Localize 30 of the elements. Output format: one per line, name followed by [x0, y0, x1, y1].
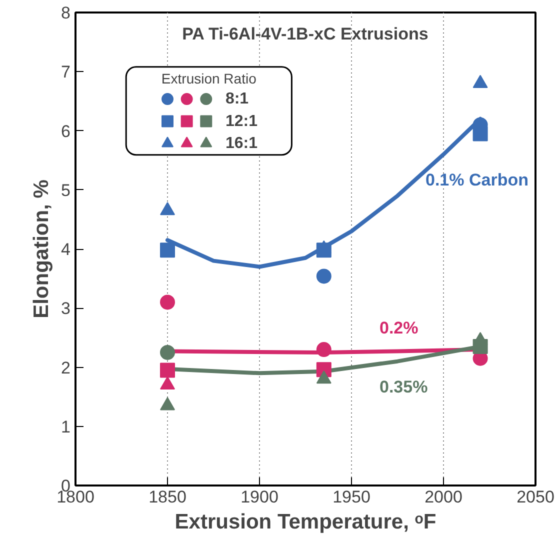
y-tick-label: 4	[61, 240, 71, 259]
y-tick-label: 7	[61, 62, 71, 82]
series-label: 0.2%	[380, 318, 418, 338]
point	[316, 342, 332, 357]
legend-label: 12:1	[225, 112, 258, 130]
y-tick-label: 3	[61, 299, 71, 318]
y-tick-label: 5	[61, 180, 71, 200]
point	[316, 268, 332, 284]
point	[160, 344, 175, 360]
x-axis-title: Extrusion Temperature, ᵒF	[174, 510, 436, 534]
x-tick-label: 2000	[424, 488, 462, 506]
point	[160, 362, 175, 378]
legend-title: Extrusion Ratio	[161, 70, 257, 87]
x-tick-label: 2050	[516, 488, 554, 506]
x-tick-label: 1900	[240, 488, 278, 506]
point	[472, 126, 488, 142]
text: PA Ti-6Al-4V-1B-xC Extrusions	[182, 24, 428, 44]
point	[160, 242, 175, 258]
y-tick-label: 8	[61, 4, 71, 22]
legend-label: 16:1	[225, 135, 258, 152]
y-tick-label: 6	[61, 122, 71, 141]
y-tick-label: 1	[61, 417, 71, 436]
legend-label: 8:1	[225, 90, 249, 108]
x-tick-label: 1850	[148, 488, 186, 506]
x-tick-label: 1950	[332, 488, 370, 506]
y-tick-label: 2	[61, 358, 71, 378]
y-axis-title: Elongation, %	[30, 179, 54, 318]
series-label: 0.35%	[380, 377, 428, 396]
series-label: 0.1% Carbon	[426, 170, 528, 190]
point	[160, 294, 175, 310]
